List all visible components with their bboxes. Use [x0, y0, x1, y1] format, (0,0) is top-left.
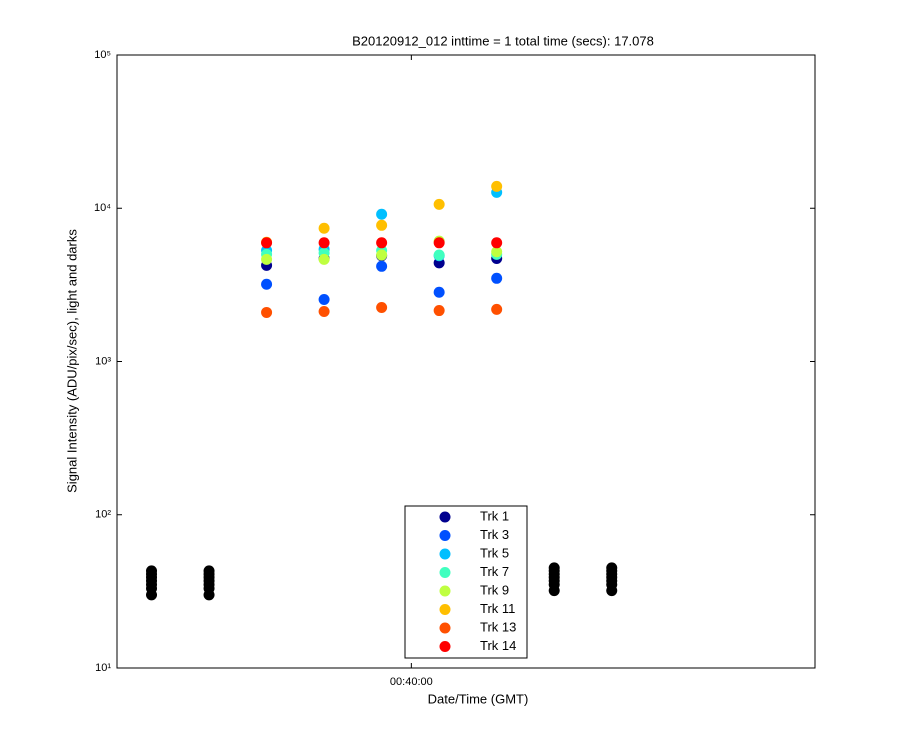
point	[318, 253, 330, 265]
point	[376, 219, 388, 231]
point	[376, 260, 388, 272]
point	[433, 305, 445, 317]
legend-marker	[439, 511, 451, 523]
point	[261, 237, 273, 249]
legend-marker	[439, 548, 451, 560]
y-tick-label: 10³	[95, 355, 111, 367]
point	[548, 562, 560, 574]
point	[376, 208, 388, 220]
point	[433, 198, 445, 210]
point	[318, 305, 330, 317]
legend-label: Trk 7	[480, 564, 509, 579]
point	[203, 565, 215, 577]
y-tick-label: 10⁴	[94, 202, 111, 214]
point	[491, 303, 503, 315]
y-tick-label: 10¹	[95, 662, 111, 674]
legend-label: Trk 3	[480, 527, 509, 542]
point	[433, 237, 445, 249]
point	[318, 293, 330, 305]
legend-label: Trk 11	[480, 601, 515, 616]
point	[433, 249, 445, 261]
x-axis-label: Date/Time (GMT)	[428, 691, 529, 706]
point	[491, 237, 503, 249]
legend-marker	[439, 530, 451, 541]
point	[376, 249, 388, 261]
point	[606, 562, 618, 574]
point	[491, 246, 503, 258]
chart-title: B20120912_012 inttime = 1 total time (se…	[352, 33, 654, 48]
point	[376, 237, 388, 249]
point	[261, 253, 273, 265]
point	[491, 180, 503, 192]
legend-marker	[439, 604, 451, 615]
legend-box	[404, 505, 528, 659]
point	[318, 237, 330, 249]
legend-label: Trk 5	[480, 545, 509, 560]
point	[146, 565, 158, 577]
y-tick-label: 10²	[95, 509, 111, 521]
legend-marker	[439, 585, 451, 597]
point	[376, 302, 388, 314]
legend-marker	[439, 641, 451, 652]
point	[261, 278, 273, 290]
legend-label: Trk 1	[480, 508, 509, 523]
legend-label: Trk 9	[480, 582, 509, 597]
y-axis-label: Signal Intensity (ADU/pix/sec), light an…	[64, 229, 79, 493]
point	[491, 272, 503, 284]
point	[318, 222, 330, 234]
point	[261, 306, 273, 318]
legend-marker	[439, 622, 451, 634]
legend-label: Trk 13	[480, 619, 516, 634]
point	[433, 286, 445, 298]
legend-marker	[439, 567, 451, 578]
y-tick-label: 10⁵	[94, 49, 111, 61]
x-tick-label: 00:40:00	[390, 676, 433, 688]
legend-label: Trk 14	[480, 638, 516, 653]
